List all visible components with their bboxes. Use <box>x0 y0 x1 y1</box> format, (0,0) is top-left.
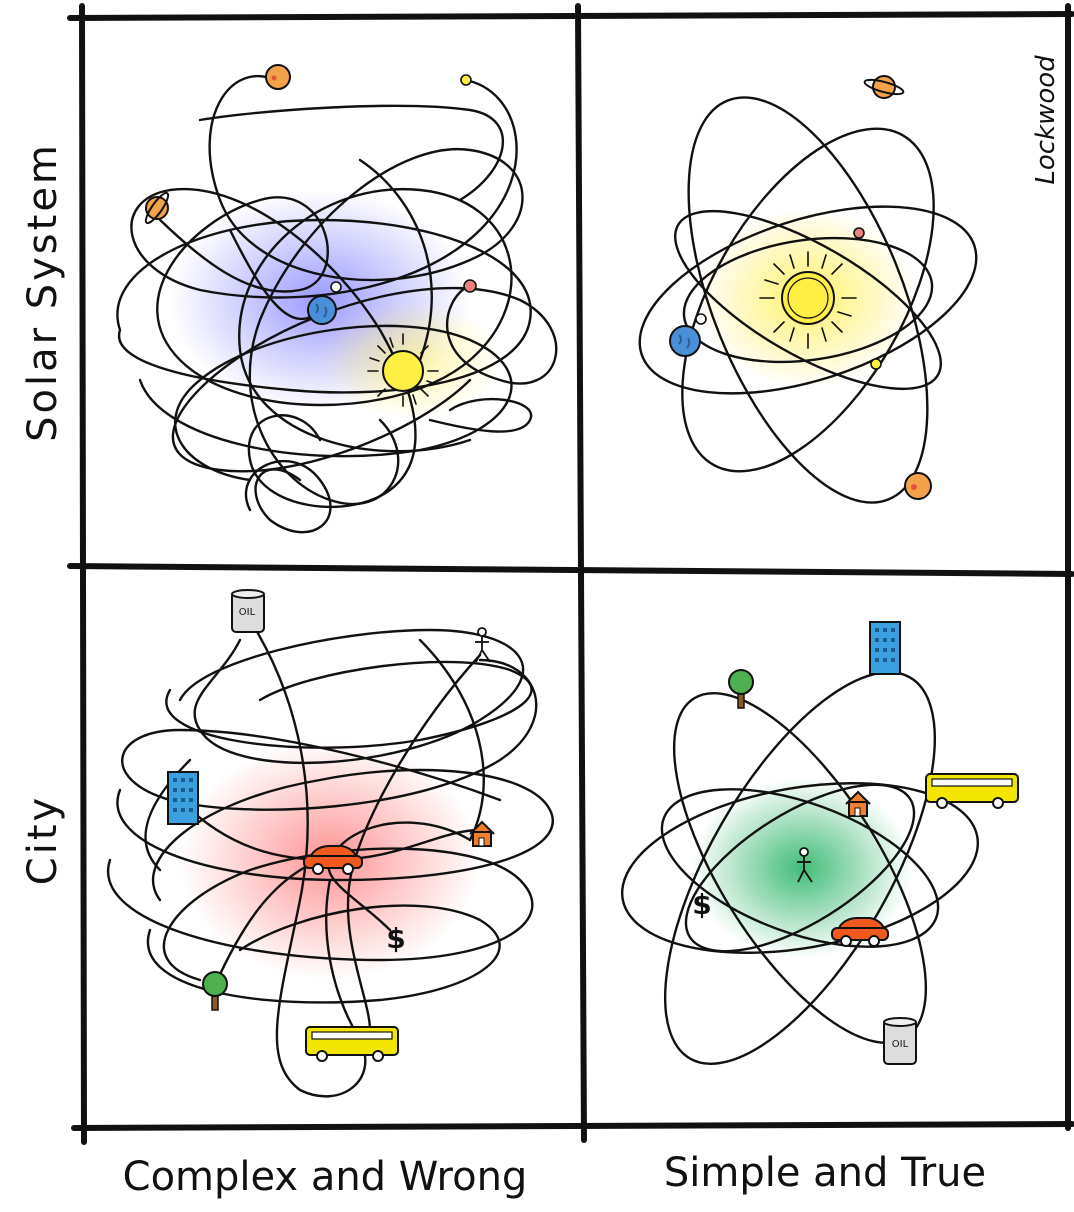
signature: Lockwood <box>1031 55 1061 185</box>
dollar-icon: $ <box>386 922 405 955</box>
concentric-orbits <box>638 96 978 504</box>
mars-icon <box>853 227 865 239</box>
epicycle-orbits <box>116 74 558 534</box>
pedestrian-icon <box>475 627 491 663</box>
grid-lines <box>67 3 1074 1145</box>
oil-label: OIL <box>239 607 256 618</box>
bus-icon <box>925 773 1019 809</box>
oil-barrel-icon: OIL <box>883 1017 917 1065</box>
panel-solar-simple <box>638 75 978 504</box>
jupiter-icon <box>904 472 932 500</box>
panel-city-complex: OIL $ <box>106 589 554 1098</box>
column-label-simple-and-true: Simple and True <box>664 1150 986 1196</box>
tree-icon <box>202 971 228 1011</box>
oil-label: OIL <box>892 1039 909 1050</box>
row-label-city: City <box>20 795 66 885</box>
sun-icon <box>759 251 857 349</box>
saturn-icon <box>863 75 905 99</box>
oil-barrel-icon: OIL <box>231 589 265 633</box>
panel-city-simple: $ OIL <box>620 621 1019 1065</box>
panel-solar-complex <box>116 64 558 534</box>
car-icon <box>303 845 363 875</box>
house-icon <box>845 790 871 817</box>
tree-icon <box>728 669 754 709</box>
pedestrian-icon <box>797 847 813 883</box>
mars-icon <box>463 279 477 293</box>
house-icon <box>469 820 495 847</box>
earth-icon <box>669 325 701 357</box>
sun-icon <box>367 333 439 407</box>
office-building-icon <box>167 771 199 825</box>
office-building-icon <box>869 621 901 675</box>
moon-icon <box>330 281 342 293</box>
row-label-solar-system: Solar System <box>20 142 66 442</box>
saturn-icon <box>144 191 170 225</box>
earth-icon <box>307 295 337 325</box>
dollar-icon: $ <box>692 888 711 921</box>
mercury-icon <box>460 74 472 86</box>
jupiter-icon <box>265 64 291 90</box>
bus-icon <box>305 1026 399 1062</box>
car-icon <box>831 917 889 947</box>
mercury-icon <box>870 358 882 370</box>
moon-icon <box>695 313 707 325</box>
column-label-complex-and-wrong: Complex and Wrong <box>123 1154 528 1200</box>
